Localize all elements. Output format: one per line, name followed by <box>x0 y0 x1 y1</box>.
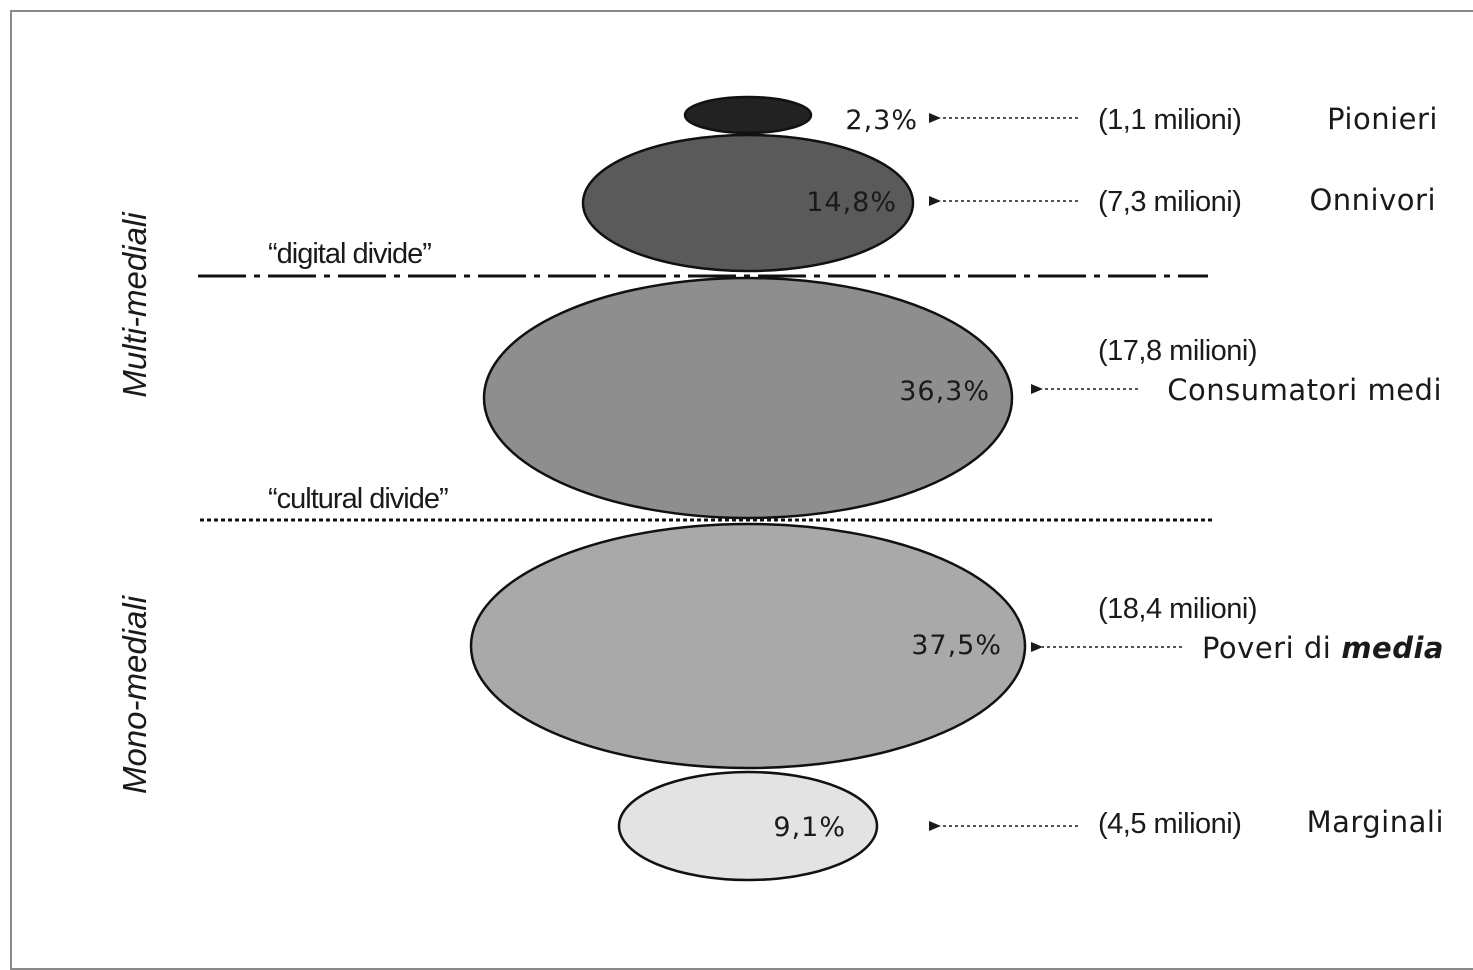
label-poveri-di-media: Poveri di media <box>1202 631 1444 665</box>
count-poveri-di-media: (18,4 milioni) <box>1098 593 1257 625</box>
side-label-mono-mediali: Mono-mediali <box>116 594 153 794</box>
percent-onnivori: 14,8% <box>806 187 897 218</box>
label-poveri-di-prefix: Poveri di <box>1202 631 1331 665</box>
count-pionieri: (1,1 milioni) <box>1098 104 1241 136</box>
digital-divide-label: “digital divide” <box>268 238 431 270</box>
count-onnivori: (7,3 milioni) <box>1098 186 1241 218</box>
ellipse-onnivori <box>581 133 915 273</box>
ellipse-pionieri <box>683 95 813 135</box>
label-consumatori-medi: Consumatori medi <box>1167 373 1442 407</box>
ellipse-poveri-di-media <box>469 522 1027 770</box>
percent-consumatori-medi: 36,3% <box>899 376 990 407</box>
ellipse-consumatori-medi <box>482 276 1014 520</box>
percent-marginali: 9,1% <box>773 812 846 843</box>
label-media-emphasis: media <box>1341 631 1444 665</box>
label-marginali: Marginali <box>1307 805 1444 839</box>
label-onnivori: Onnivori <box>1309 183 1436 217</box>
side-label-multi-mediali: Multi-mediali <box>116 211 153 398</box>
percent-pionieri: 2,3% <box>845 105 918 136</box>
count-marginali: (4,5 milioni) <box>1098 808 1241 840</box>
percent-poveri-di-media: 37,5% <box>911 630 1002 661</box>
cultural-divide-label: “cultural divide” <box>268 483 448 515</box>
count-consumatori-medi: (17,8 milioni) <box>1098 335 1257 367</box>
ellipse-marginali <box>617 770 879 882</box>
label-pionieri: Pionieri <box>1327 102 1438 136</box>
